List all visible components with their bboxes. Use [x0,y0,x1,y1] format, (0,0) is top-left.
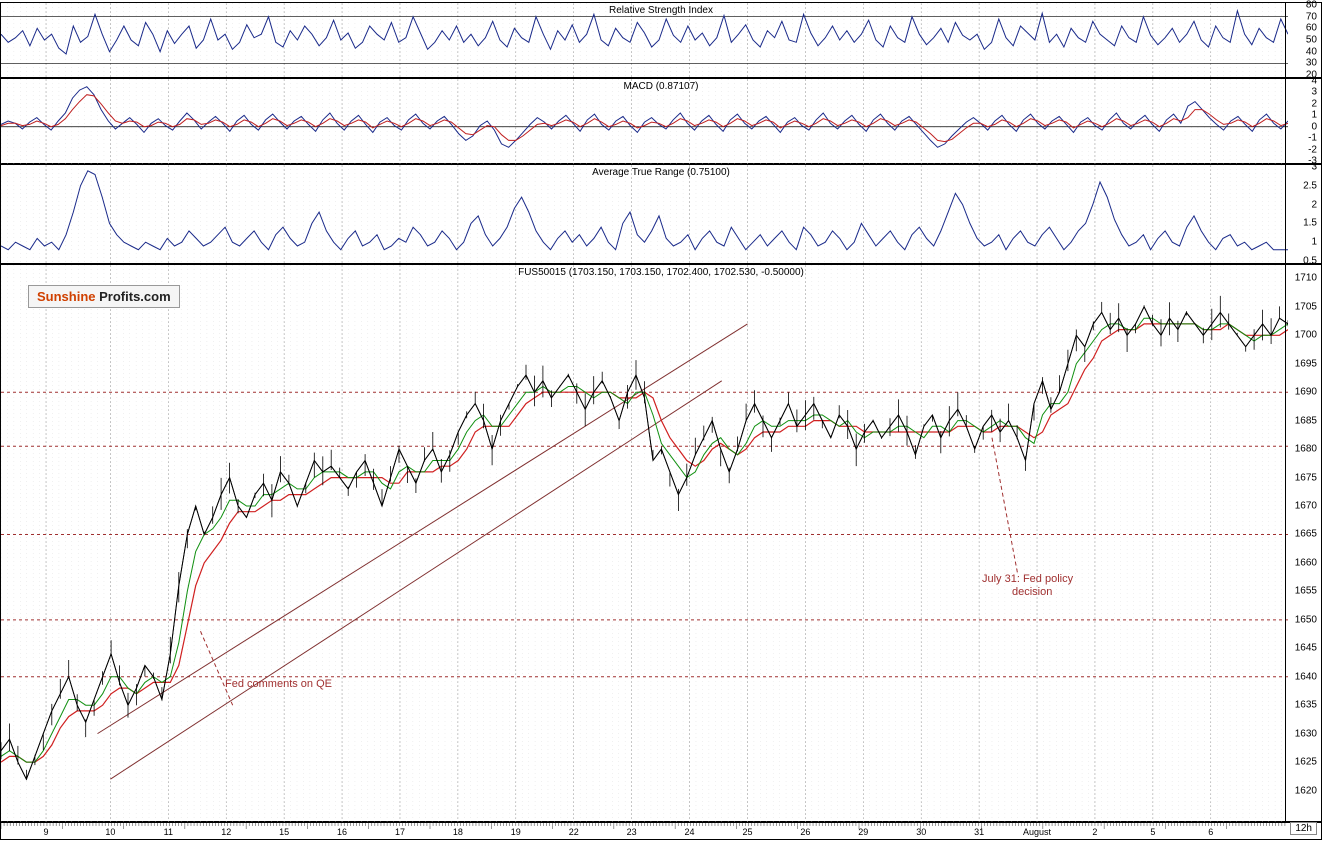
y-tick-label: 1 [1311,110,1317,121]
y-tick-label: -1 [1308,133,1317,144]
y-tick-label: 2.5 [1303,180,1317,191]
timeframe-label: 12h [1290,822,1317,835]
y-tick-label: 1665 [1295,529,1317,540]
y-tick-label: 1635 [1295,700,1317,711]
y-tick-label: 4 [1311,76,1317,87]
chart-panel: MACD (0.87107)-3-2-101234 [0,78,1322,164]
chart-panel: FUS50015 (1703.150, 1703.150, 1702.400, … [0,264,1322,822]
y-tick-label: 1690 [1295,387,1317,398]
y-tick-label: 3 [1311,87,1317,98]
y-tick-label: 40 [1306,46,1317,57]
panel-title: FUS50015 (1703.150, 1703.150, 1702.400, … [518,267,804,278]
chart-panel: Average True Range (0.75100)0.511.522.53 [0,164,1322,264]
panel-title: Average True Range (0.75100) [592,167,730,178]
y-tick-label: 2 [1311,199,1317,210]
y-tick-label: 1630 [1295,728,1317,739]
y-tick-label: 1705 [1295,301,1317,312]
chart-panel: Relative Strength Index20304050607080 [0,2,1322,78]
y-tick-label: -2 [1308,144,1317,155]
y-tick-label: 1620 [1295,785,1317,796]
chart-annotation: Fed comments on QE [225,678,332,690]
chart-annotation: decision [1012,586,1052,598]
y-tick-label: 50 [1306,35,1317,46]
y-tick-label: 2 [1311,98,1317,109]
y-tick-label: 1645 [1295,643,1317,654]
y-tick-label: 30 [1306,58,1317,69]
chart-annotation: July 31: Fed policy [982,573,1073,585]
y-tick-label: 1675 [1295,472,1317,483]
y-tick-label: 1670 [1295,501,1317,512]
y-tick-label: 1640 [1295,671,1317,682]
y-tick-label: 1655 [1295,586,1317,597]
y-tick-label: 1685 [1295,415,1317,426]
y-tick-label: 1660 [1295,557,1317,568]
panel-title: MACD (0.87107) [623,81,698,92]
y-tick-label: 1680 [1295,444,1317,455]
y-tick-label: 1710 [1295,273,1317,284]
y-tick-label: 0 [1311,121,1317,132]
y-tick-label: 1700 [1295,330,1317,341]
panel-title: Relative Strength Index [609,5,713,16]
y-tick-label: 1695 [1295,358,1317,369]
y-tick-label: 3 [1311,162,1317,173]
y-tick-label: 1 [1311,237,1317,248]
y-tick-label: 80 [1306,0,1317,11]
y-tick-label: 70 [1306,11,1317,22]
y-tick-label: 60 [1306,23,1317,34]
y-tick-label: 1625 [1295,757,1317,768]
y-tick-label: 1.5 [1303,218,1317,229]
x-axis: 910111215161718192223242526293031August2… [0,822,1322,840]
y-tick-label: 1650 [1295,614,1317,625]
watermark-logo: Sunshine Profits.com [28,285,180,308]
